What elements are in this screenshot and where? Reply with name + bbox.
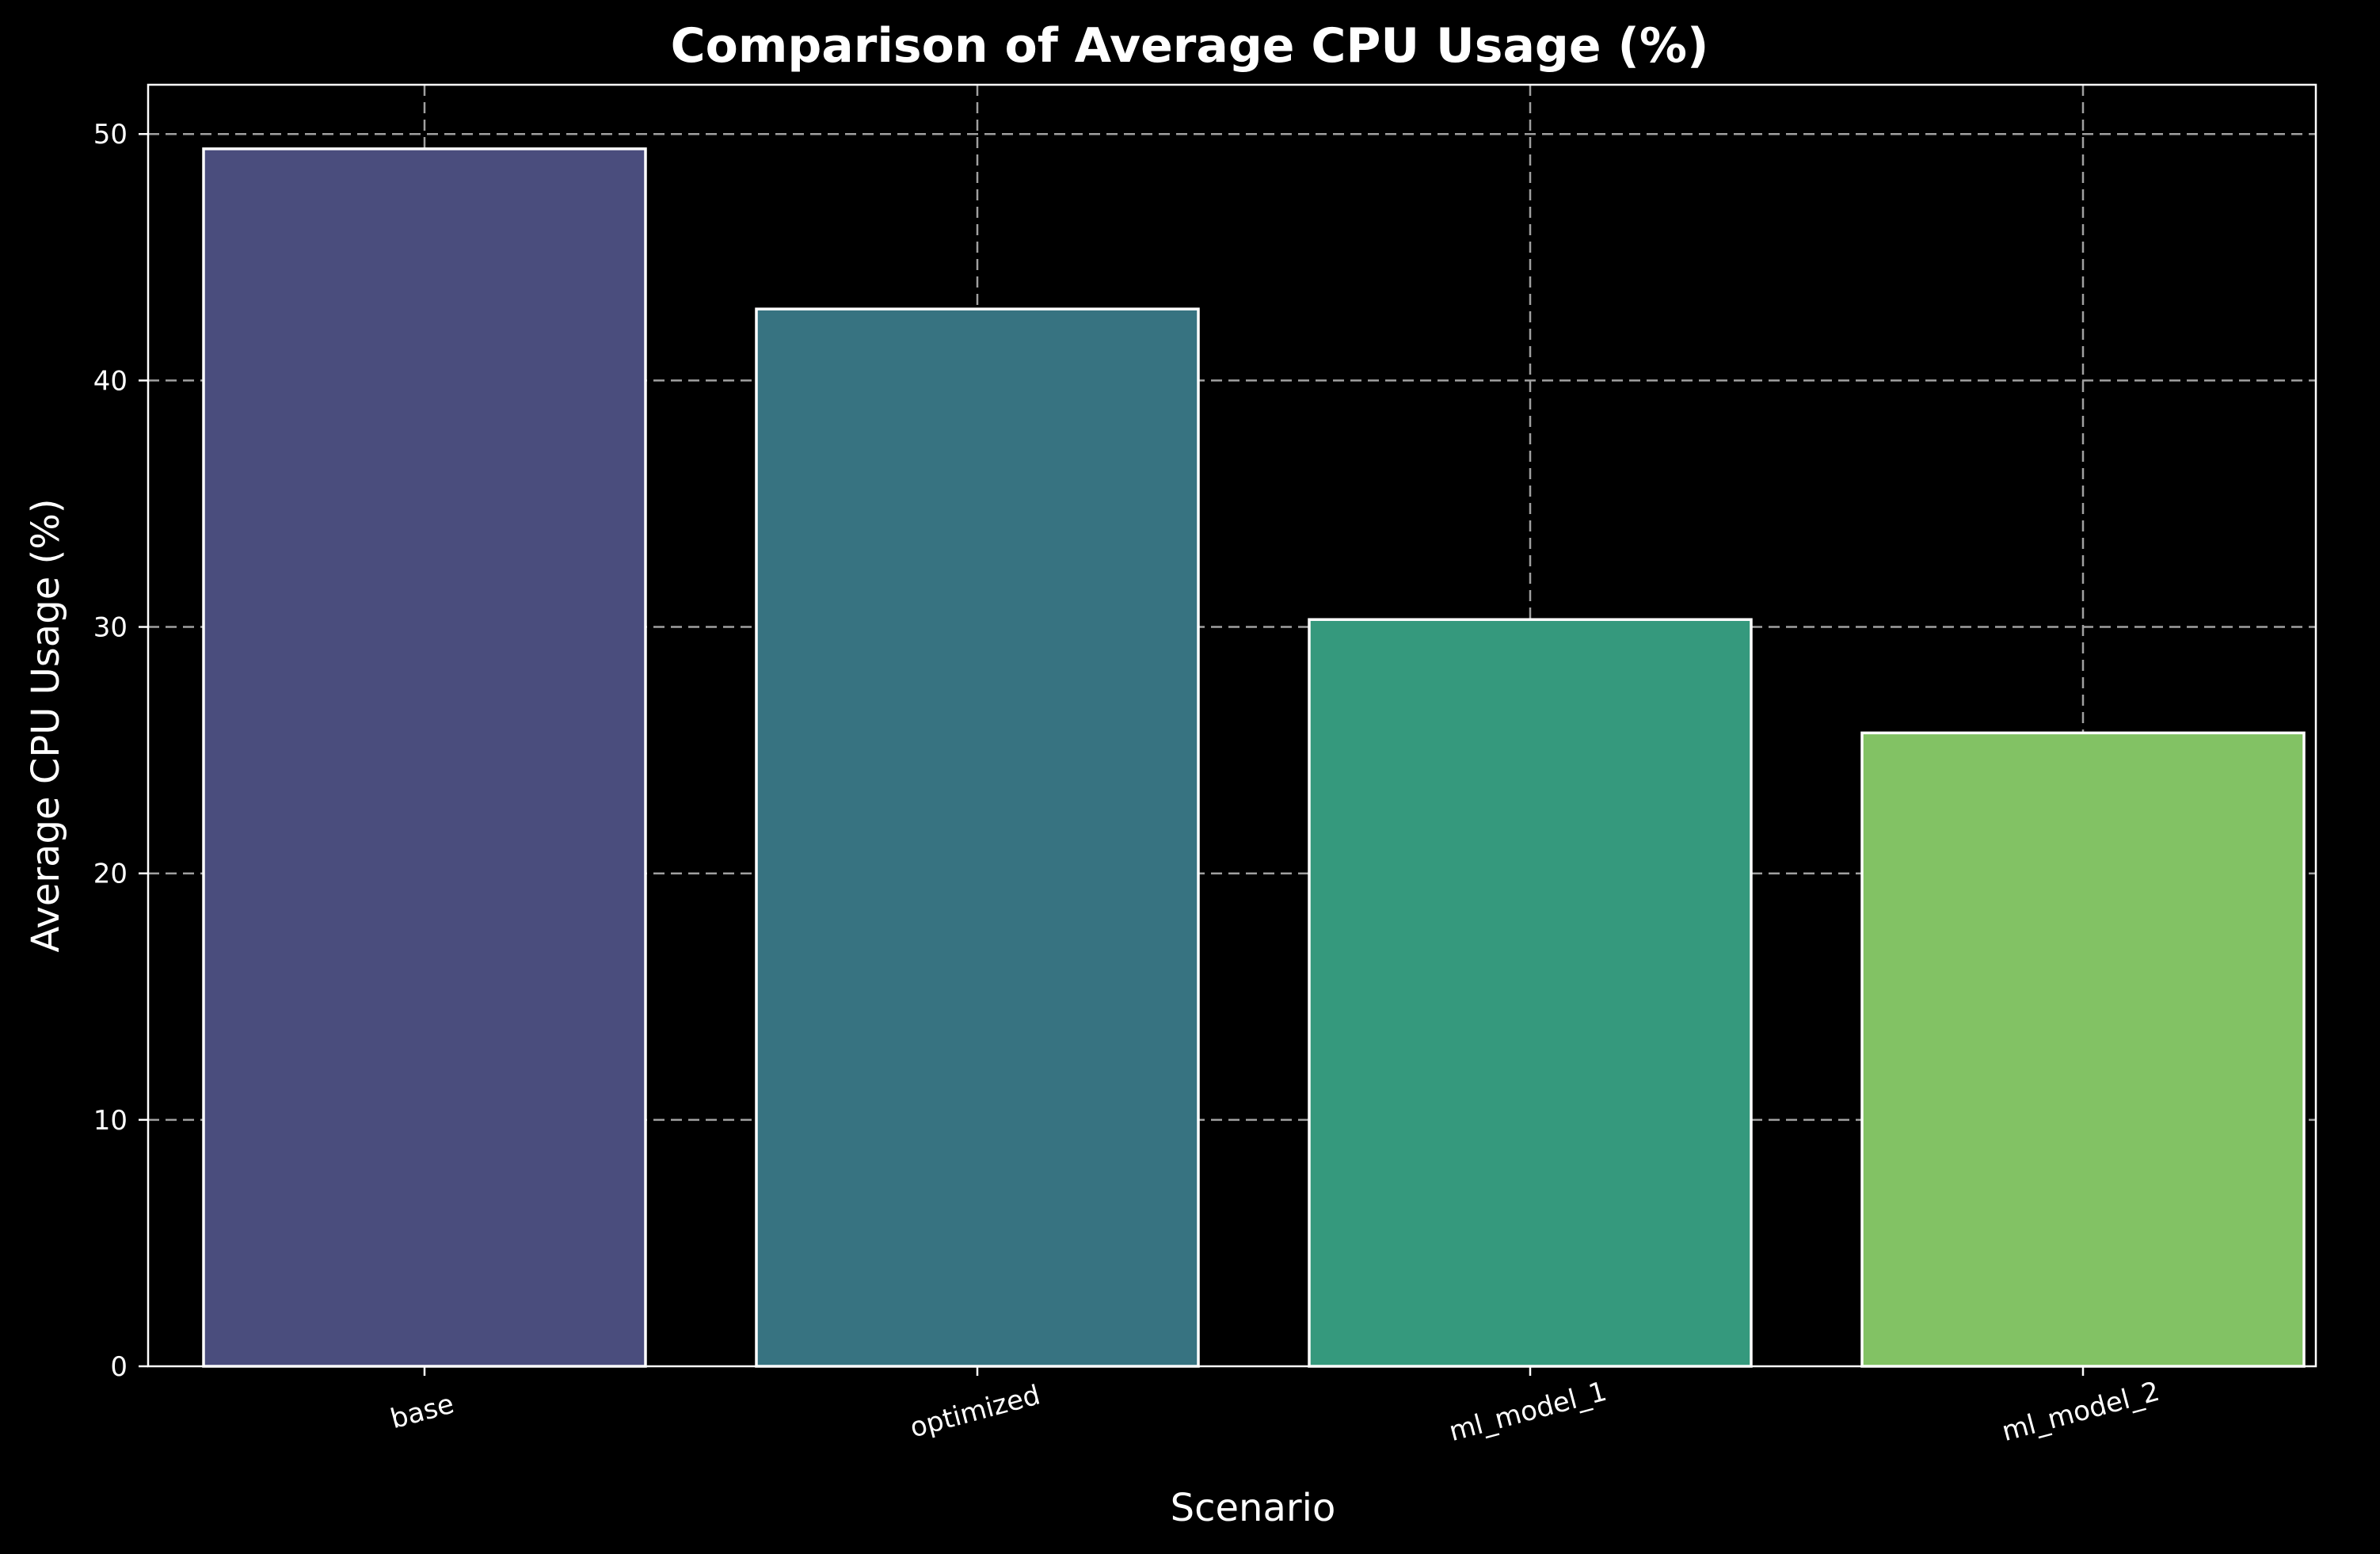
bar-ml-model-1 <box>1308 618 1753 1368</box>
y-tick-label: 10 <box>93 1105 128 1137</box>
x-tick-label: ml_model_2 <box>1998 1376 2162 1448</box>
y-axis-label: Average CPU Usage (%) <box>24 498 68 952</box>
chart-title: Comparison of Average CPU Usage (%) <box>671 18 1709 74</box>
y-tick-label: 0 <box>110 1351 128 1383</box>
x-axis-label: Scenario <box>1171 1486 1336 1530</box>
y-tick-label: 50 <box>93 119 128 150</box>
bar-ml-model-2 <box>1860 731 2306 1368</box>
bar-base <box>202 147 647 1368</box>
x-tick-label: ml_model_1 <box>1445 1376 1609 1448</box>
x-tick-label: base <box>387 1388 458 1436</box>
y-tick-label: 40 <box>93 365 128 397</box>
y-tick-label: 30 <box>93 612 128 644</box>
y-tick-label: 20 <box>93 859 128 890</box>
bar-optimized <box>755 307 1200 1368</box>
bar-layer <box>202 147 2306 1368</box>
x-tick-label: optimized <box>907 1379 1044 1444</box>
plot-frame <box>147 83 2317 1368</box>
